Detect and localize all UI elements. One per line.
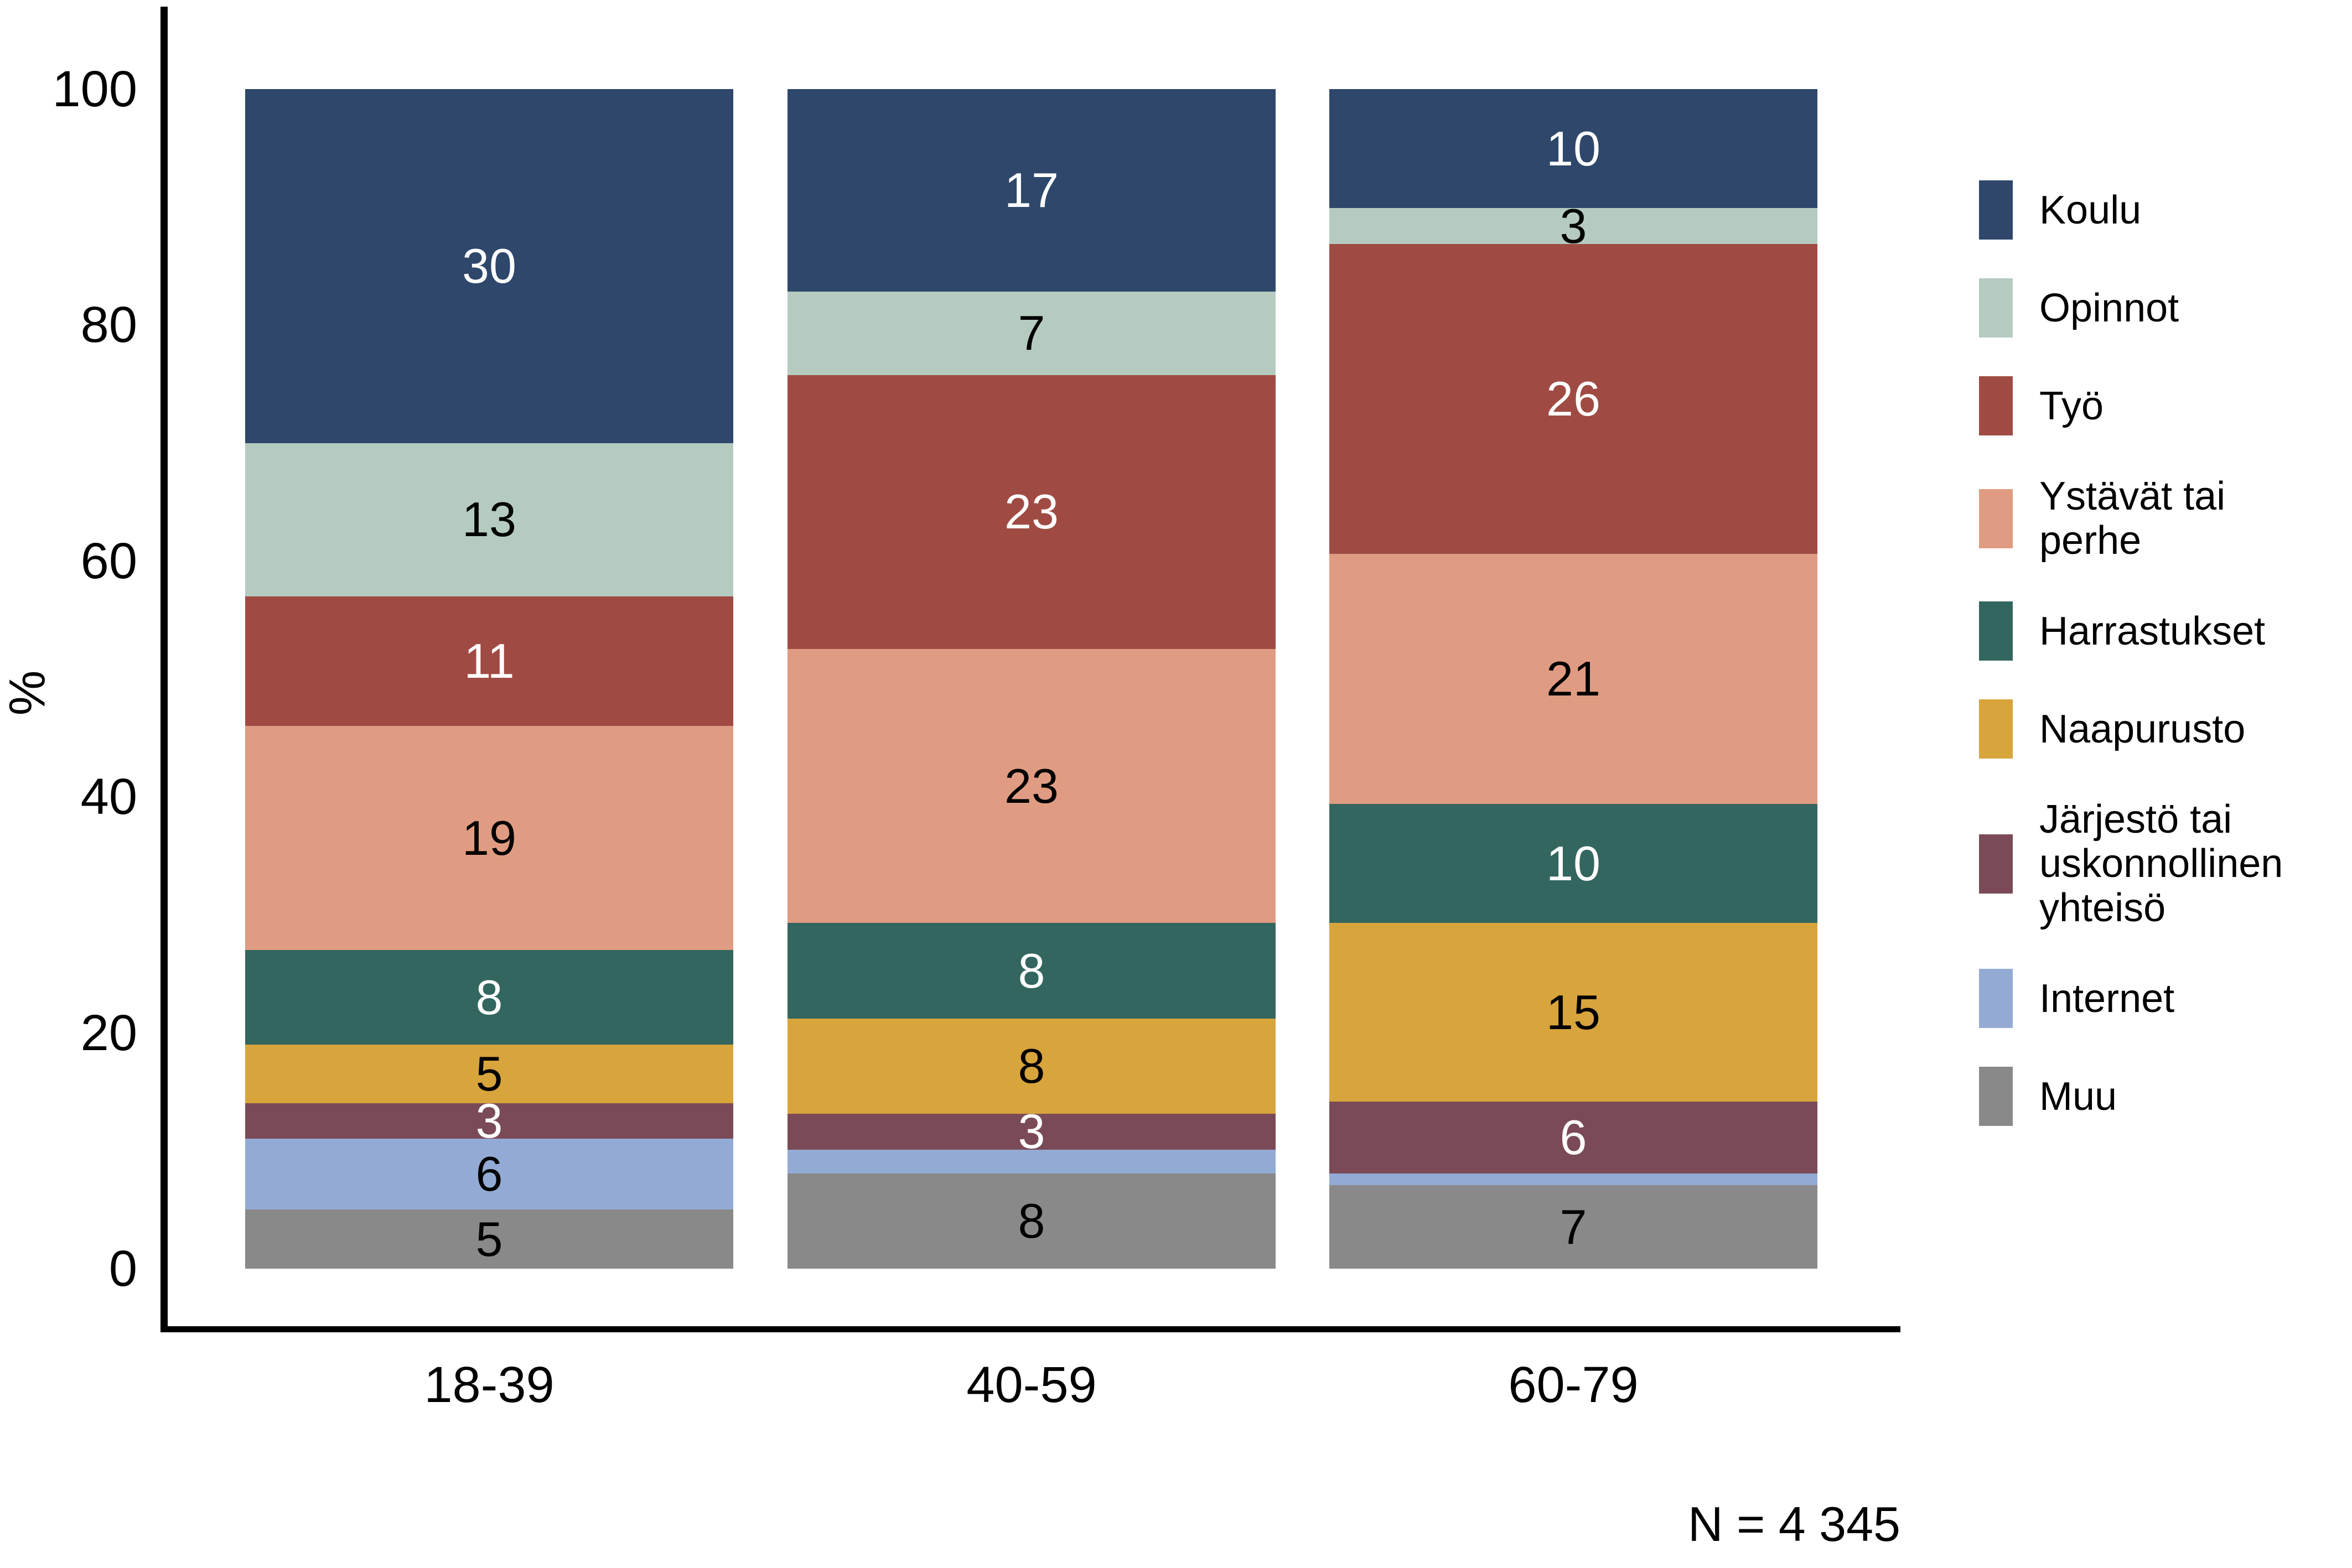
segment-muu-18-39: 5 (245, 1209, 733, 1269)
segment-internet-60-79 (1329, 1173, 1817, 1186)
legend-item-muu: Muu (1979, 1067, 2283, 1126)
segment-opinnot-18-39: 13 (245, 443, 733, 596)
legend-label-yst-v-t-tai-perhe: Ystävät tai perhe (2039, 474, 2226, 563)
segment-ty-40-59: 23 (788, 375, 1276, 650)
segment-value-label: 10 (1546, 835, 1600, 891)
segment-internet-18-39: 6 (245, 1139, 733, 1210)
segment-value-label: 3 (1560, 198, 1587, 253)
legend-swatch-harrastukset (1979, 601, 2013, 661)
segment-koulu-40-59: 17 (788, 89, 1276, 292)
segment-harrastukset-60-79: 10 (1329, 804, 1817, 923)
bar-18-39: 30 13 11 19 8 5 3 6 5 (245, 89, 733, 1269)
segment-value-label: 13 (462, 492, 516, 547)
legend-swatch-j-rjest-tai-uskonnollinen-yhteis (1979, 834, 2013, 894)
segment-value-label: 8 (1018, 943, 1045, 998)
legend-label-koulu: Koulu (2039, 188, 2142, 232)
segment-harrastukset-40-59: 8 (788, 923, 1276, 1019)
legend-item-harrastukset: Harrastukset (1979, 601, 2283, 661)
legend-item-naapurusto: Naapurusto (1979, 699, 2283, 759)
x-tick-label-60-79: 60-79 (1508, 1357, 1639, 1413)
segment-yst-v-t-tai-perhe-40-59: 23 (788, 649, 1276, 923)
legend-item-internet: Internet (1979, 969, 2283, 1028)
x-axis-line (160, 1326, 1900, 1332)
segment-naapurusto-18-39: 5 (245, 1044, 733, 1104)
segment-j-rjest-tai-uskonnollinen-yhteis-18-39: 3 (245, 1097, 733, 1145)
segment-koulu-60-79: 10 (1329, 89, 1817, 209)
segment-value-label: 8 (1018, 1038, 1045, 1093)
bar-60-79: 10 3 26 21 10 15 6 7 (1329, 89, 1817, 1269)
legend-item-yst-v-t-tai-perhe: Ystävät tai perhe (1979, 474, 2283, 563)
legend-swatch-opinnot (1979, 278, 2013, 338)
segment-yst-v-t-tai-perhe-18-39: 19 (245, 726, 733, 951)
legend-swatch-ty (1979, 376, 2013, 435)
legend-swatch-muu (1979, 1067, 2013, 1126)
segment-ty-60-79: 26 (1329, 243, 1817, 554)
segment-value-label: 3 (475, 1093, 503, 1149)
y-tick-label-100: 100 (52, 61, 138, 117)
segment-value-label: 7 (1560, 1199, 1587, 1254)
segment-ty-18-39: 11 (245, 596, 733, 726)
segment-value-label: 5 (475, 1046, 503, 1102)
legend: Koulu Opinnot Työ Ystävät tai perhe Harrastu… (1979, 180, 2283, 1126)
legend-swatch-yst-v-t-tai-perhe (1979, 489, 2013, 548)
y-tick-label-20: 20 (80, 1004, 137, 1061)
segment-yst-v-t-tai-perhe-60-79: 21 (1329, 553, 1817, 804)
legend-item-koulu: Koulu (1979, 180, 2283, 240)
segment-value-label: 10 (1546, 121, 1600, 176)
segment-muu-40-59: 8 (788, 1173, 1276, 1269)
x-tick-label-18-39: 18-39 (424, 1357, 555, 1413)
segment-muu-60-79: 7 (1329, 1185, 1817, 1269)
legend-label-j-rjest-tai-uskonnollinen-yhteis: Järjestö tai uskonnollinen yhteisö (2039, 797, 2283, 930)
legend-label-internet: Internet (2039, 976, 2175, 1021)
segment-value-label: 15 (1546, 984, 1600, 1040)
segment-value-label: 6 (1560, 1110, 1587, 1165)
y-axis-line (160, 7, 168, 1332)
sample-size-note: N = 4 345 (1687, 1497, 1900, 1551)
legend-label-ty: Työ (2039, 383, 2104, 428)
y-tick-label-60: 60 (80, 532, 137, 589)
segment-value-label: 8 (1018, 1193, 1045, 1248)
segment-value-label: 11 (464, 634, 515, 688)
segment-value-label: 23 (1004, 484, 1059, 539)
legend-label-harrastukset: Harrastukset (2039, 609, 2266, 653)
segment-value-label: 19 (462, 810, 516, 865)
legend-item-j-rjest-tai-uskonnollinen-yhteis: Järjestö tai uskonnollinen yhteisö (1979, 797, 2283, 930)
legend-label-opinnot: Opinnot (2039, 285, 2179, 330)
x-tick-label-40-59: 40-59 (966, 1357, 1097, 1413)
segment-naapurusto-40-59: 8 (788, 1018, 1276, 1114)
y-tick-label-0: 0 (108, 1240, 137, 1297)
segment-opinnot-40-59: 7 (788, 292, 1276, 375)
y-tick-label-40: 40 (80, 769, 137, 825)
segment-opinnot-60-79: 3 (1329, 201, 1817, 250)
segment-value-label: 17 (1004, 163, 1059, 218)
y-axis-title: % (0, 670, 56, 716)
segment-j-rjest-tai-uskonnollinen-yhteis-60-79: 6 (1329, 1102, 1817, 1174)
legend-label-naapurusto: Naapurusto (2039, 707, 2246, 751)
segment-koulu-18-39: 30 (245, 89, 733, 443)
segment-value-label: 8 (475, 969, 503, 1025)
legend-label-muu: Muu (2039, 1074, 2117, 1119)
bar-40-59: 17 7 23 23 8 8 3 8 (788, 89, 1276, 1269)
segment-value-label: 5 (475, 1211, 503, 1266)
segment-naapurusto-60-79: 15 (1329, 923, 1817, 1102)
segment-value-label: 23 (1004, 758, 1059, 813)
legend-swatch-koulu (1979, 180, 2013, 240)
y-tick-label-80: 80 (80, 297, 137, 354)
segment-internet-40-59 (788, 1149, 1276, 1174)
legend-swatch-internet (1979, 969, 2013, 1028)
segment-value-label: 6 (475, 1146, 503, 1202)
legend-swatch-naapurusto (1979, 699, 2013, 759)
segment-value-label: 30 (462, 238, 516, 293)
legend-item-opinnot: Opinnot (1979, 278, 2283, 338)
segment-value-label: 3 (1018, 1104, 1045, 1159)
segment-value-label: 7 (1018, 305, 1045, 361)
segment-j-rjest-tai-uskonnollinen-yhteis-40-59: 3 (788, 1107, 1276, 1156)
segment-value-label: 26 (1546, 371, 1600, 426)
segment-value-label: 21 (1546, 651, 1600, 706)
legend-item-ty: Työ (1979, 376, 2283, 435)
segment-harrastukset-18-39: 8 (245, 950, 733, 1045)
